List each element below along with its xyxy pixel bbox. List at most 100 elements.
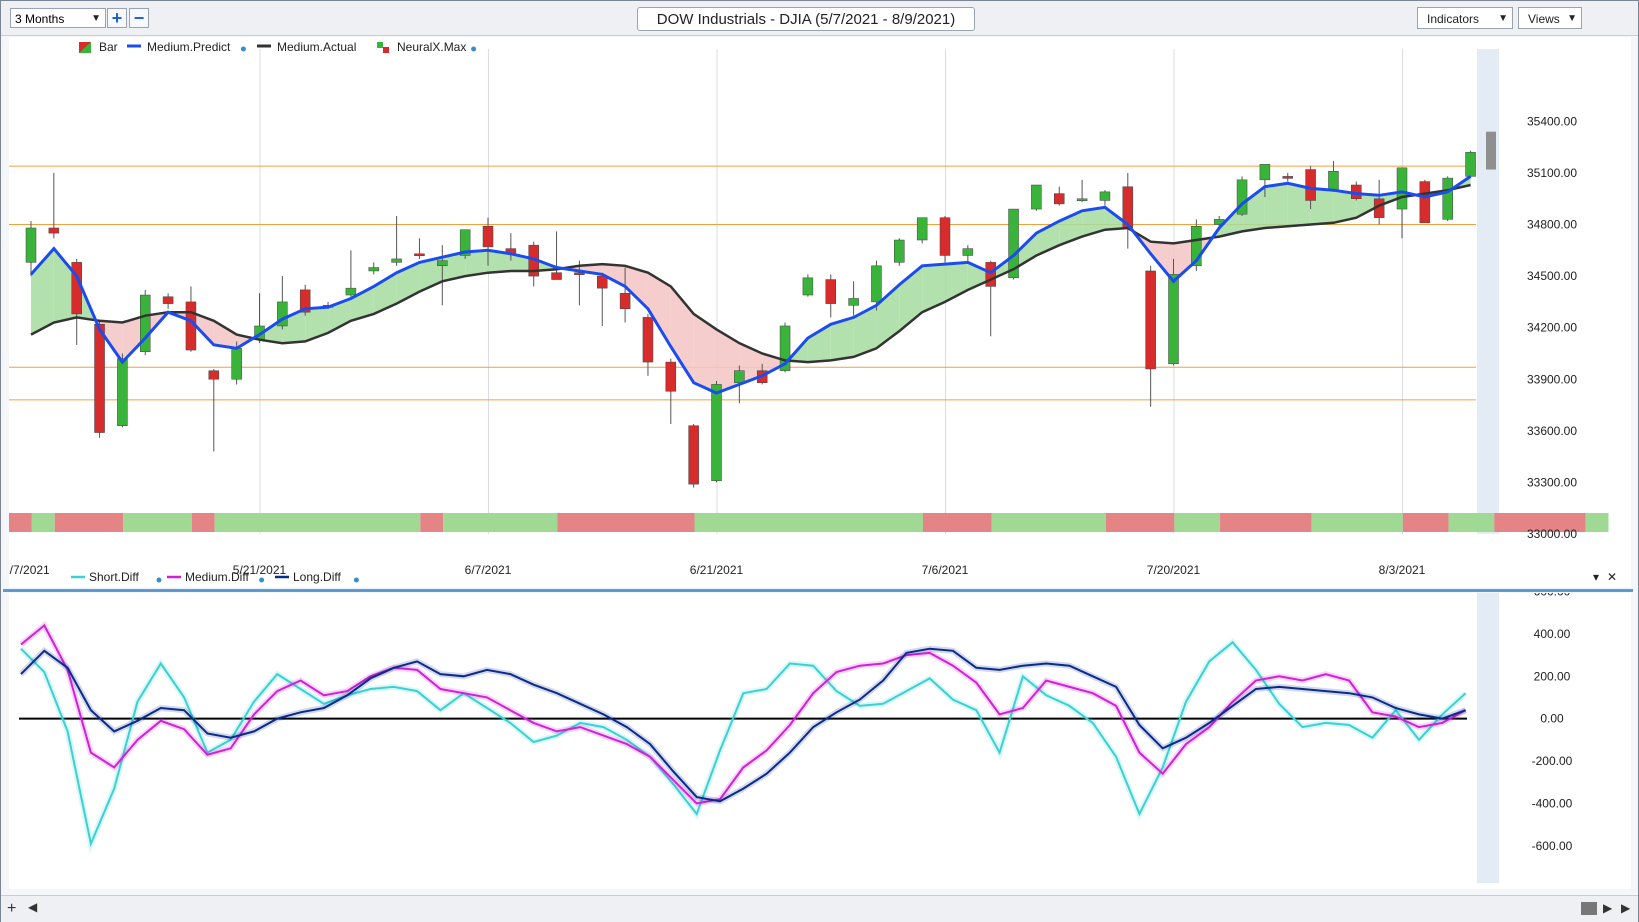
spread-fill [488, 250, 511, 273]
plus-icon[interactable]: + [7, 900, 17, 917]
signal-band [557, 513, 695, 532]
signal-band [1311, 513, 1403, 532]
y-tick-label: 400.00 [1534, 627, 1571, 641]
candle-body [1419, 181, 1431, 224]
spread-fill [693, 313, 717, 394]
y-tick-label: 33000.00 [1527, 527, 1577, 541]
legend-swatch [383, 47, 389, 53]
signal-band [54, 513, 124, 532]
price-chart-panel[interactable]: 35400.00 35100.00 34800.00 34500.00 34200.00… [9, 37, 1631, 587]
candle-body [1145, 270, 1156, 370]
scroll-end-icon[interactable]: ▶ [1621, 901, 1631, 915]
spread-fill [853, 305, 877, 357]
candle-body [1259, 164, 1271, 181]
chevron-down-icon: ▼ [1567, 13, 1577, 24]
spread-fill [1150, 241, 1174, 282]
horizontal-scrollbar[interactable]: + ◀ ▶ ▶ [1, 895, 1638, 922]
legend-label: Medium.Actual [277, 40, 356, 54]
spread-fill [1173, 240, 1197, 282]
candle-body [1031, 184, 1042, 210]
legend-dot-icon [259, 577, 265, 583]
candle-body [231, 348, 242, 380]
chart-title: DOW Industrials - DJIA (5/7/2021 - 8/9/2… [637, 7, 975, 31]
spread-fill [1082, 207, 1105, 237]
range-select[interactable]: 3 Months ▼ [10, 8, 106, 28]
series-glow [19, 620, 1468, 807]
candle-body [1396, 167, 1408, 210]
oscillator-chart: 600.00 400.00 200.00 0.00 -200.00 -400.00 -600… [18, 593, 1573, 883]
candle-body [117, 358, 128, 426]
candle-body [779, 325, 791, 371]
signal-band [443, 513, 558, 532]
spread-fill [1356, 193, 1380, 218]
collapse-icon[interactable]: ▾ [1593, 570, 1599, 584]
candle-body [1054, 193, 1065, 205]
legend-swatch [79, 42, 91, 53]
y-tick-label: 33900.00 [1527, 372, 1577, 386]
spread-fill [899, 265, 923, 332]
signal-band [123, 513, 192, 532]
candle-body [665, 361, 677, 392]
signal-band [1174, 513, 1221, 532]
x-tick-label: 5/7/2021 [9, 563, 50, 577]
y-tick-label: 200.00 [1534, 669, 1571, 683]
spread-fill [967, 262, 991, 290]
spread-fill [670, 286, 694, 383]
spread-fill [1013, 233, 1037, 270]
zoom-in-button[interactable]: + [107, 8, 127, 28]
candle-body [574, 272, 585, 275]
price-chart: 35400.00 35100.00 34800.00 34500.00 34200.00… [9, 40, 1609, 577]
candle-body [277, 301, 288, 327]
x-tick-label: 6/7/2021 [465, 563, 512, 577]
candle-body [1305, 169, 1316, 201]
candle-body [597, 275, 608, 289]
candle-body [414, 253, 425, 257]
x-tick-label: 7/6/2021 [922, 563, 969, 577]
indicators-dropdown[interactable]: Indicators ▼ [1417, 7, 1513, 29]
y-tick-label: 34800.00 [1527, 218, 1577, 232]
candle-body [368, 267, 379, 272]
signal-band [1448, 513, 1495, 532]
scroll-right-icon[interactable]: ▶ [1603, 901, 1613, 915]
spread-fill [922, 264, 945, 313]
y-tick-label: 34200.00 [1527, 321, 1577, 335]
series-line [20, 623, 1467, 805]
signal-band [31, 513, 55, 532]
candle-body [985, 262, 996, 287]
spread-fill [53, 248, 77, 323]
spread-fill [625, 265, 648, 309]
signal-band [420, 513, 444, 532]
oscillator-panel[interactable]: 600.00 400.00 200.00 0.00 -200.00 -400.00 -600… [9, 593, 1631, 889]
candle-body [25, 227, 37, 263]
candle-body [619, 293, 631, 310]
spread-fill [328, 298, 351, 333]
zoom-out-button[interactable]: − [129, 8, 149, 28]
scroll-left-icon[interactable]: ◀ [28, 900, 38, 914]
x-tick-label: 5/21/2021 [233, 563, 287, 577]
panel-splitter[interactable] [3, 589, 1633, 592]
oscillator-controls: ▾ ✕ [1593, 570, 1617, 584]
close-icon[interactable]: ✕ [1607, 570, 1617, 584]
range-select-label: 3 Months [15, 12, 65, 26]
x-tick-label: 6/21/2021 [690, 563, 744, 577]
candle-body [551, 272, 562, 280]
candle-body [1008, 208, 1019, 279]
spread-fill [647, 272, 671, 347]
legend-label: Bar [99, 40, 118, 54]
legend-dot-icon [471, 46, 477, 52]
candle-body [642, 317, 654, 363]
legend-dot-icon [353, 577, 359, 583]
x-tick-label: 7/20/2021 [1147, 563, 1201, 577]
spread-fill [1310, 188, 1334, 225]
x-tick-label: 8/3/2021 [1379, 563, 1426, 577]
legend-label: Long.Diff [293, 570, 341, 584]
views-dropdown[interactable]: Views ▼ [1518, 7, 1582, 29]
scroll-thumb[interactable] [1581, 902, 1597, 915]
series-line [20, 647, 1466, 803]
forecast-bar [1486, 131, 1496, 170]
spread-fill [442, 252, 466, 282]
y-tick-label: 600.00 [1534, 593, 1571, 598]
candle-body [1191, 226, 1202, 267]
candle-body [48, 227, 60, 234]
signal-band [1402, 513, 1449, 532]
